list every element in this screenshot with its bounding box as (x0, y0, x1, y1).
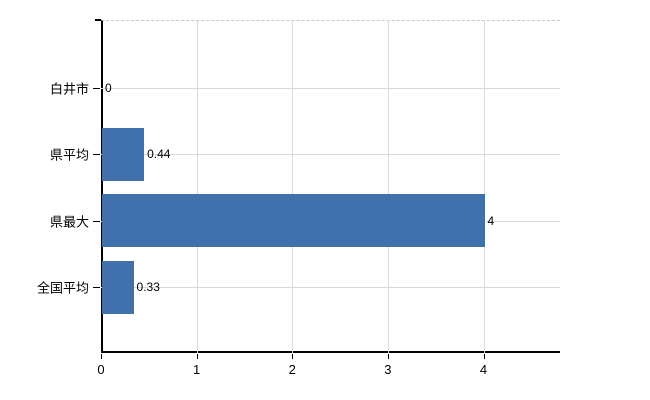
value-label: 0.44 (147, 147, 171, 162)
bar (102, 194, 485, 248)
y-axis-tick (93, 88, 100, 89)
y-axis-tick (93, 287, 100, 289)
value-label: 0 (105, 81, 112, 95)
x-tick-label: 2 (288, 362, 296, 377)
x-axis-tick (196, 354, 198, 359)
bar (102, 260, 134, 314)
value-label: 4 (487, 213, 495, 228)
category-gridline (101, 154, 560, 156)
x-tick-label: 3 (384, 362, 392, 377)
category-gridline (101, 287, 560, 289)
y-axis-tick (93, 220, 100, 222)
x-axis-tick (101, 354, 102, 359)
x-tick-label: 0 (97, 362, 105, 377)
x-tick-label: 1 (193, 362, 201, 377)
plot-area (101, 20, 560, 353)
bar (102, 127, 145, 181)
x-gridline (196, 20, 198, 353)
y-axis-tick (93, 154, 100, 156)
x-axis-tick (387, 354, 389, 359)
x-axis-tick (292, 354, 294, 359)
category-label: 全国平均 (36, 280, 89, 296)
x-tick-label: 4 (479, 362, 488, 377)
category-label: 白井市 (49, 81, 89, 97)
category-gridline (101, 88, 560, 89)
x-axis-tick (483, 354, 485, 359)
category-label: 県平均 (49, 147, 89, 163)
category-label: 県最大 (49, 214, 89, 230)
x-gridline (387, 20, 389, 353)
x-gridline (483, 20, 485, 353)
y-axis-top-tick (95, 19, 101, 21)
x-gridline (292, 20, 294, 353)
value-label: 0.33 (136, 280, 160, 295)
